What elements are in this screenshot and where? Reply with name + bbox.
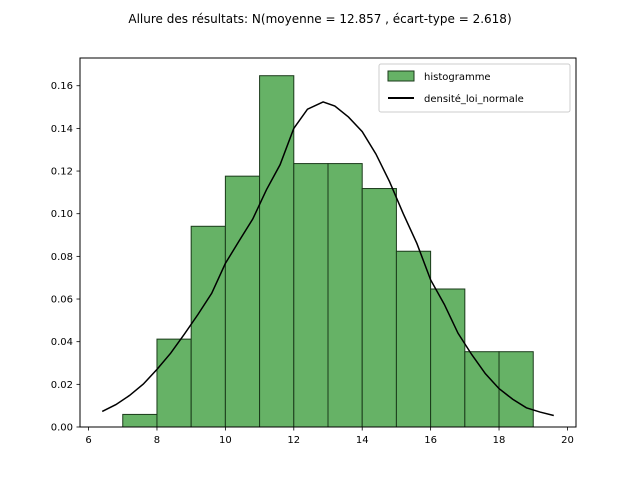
chart-title: Allure des résultats: N(moyenne = 12.857… <box>128 12 511 26</box>
y-tick-label: 0.14 <box>51 124 73 135</box>
x-tick-label: 18 <box>493 435 506 446</box>
histogram-bar-0 <box>122 413 158 428</box>
legend-label-histogram: histogramme <box>424 72 491 83</box>
legend-swatch-histogram <box>387 70 415 82</box>
density-line <box>101 101 554 417</box>
plot-frame <box>79 57 577 428</box>
x-tick-label: 10 <box>219 435 232 446</box>
histogram-bar-6 <box>327 163 363 428</box>
x-tick-label: 14 <box>356 435 369 446</box>
x-tick-label: 16 <box>424 435 437 446</box>
y-tick-label: 0.06 <box>51 295 73 306</box>
legend-box <box>378 63 571 113</box>
legend-label-density: densité_loi_normale <box>424 93 524 105</box>
y-tick-label: 0.00 <box>51 423 73 434</box>
x-tick-label: 6 <box>85 435 91 446</box>
legend: histogramme densité_loi_normale <box>378 63 571 113</box>
bars-layer <box>122 75 534 428</box>
y-axis: 0.00 0.02 0.04 0.06 0.08 0.10 0.12 0.14 0.16 <box>51 81 80 434</box>
density-layer <box>101 101 554 417</box>
histogram-bar-11 <box>498 351 534 428</box>
histogram-bar-2 <box>190 225 226 428</box>
histogram-bar-5 <box>293 163 329 428</box>
histogram-bar-4 <box>259 75 295 428</box>
y-tick-label: 0.16 <box>51 81 73 92</box>
x-tick-label: 8 <box>154 435 160 446</box>
y-tick-label: 0.02 <box>51 380 73 391</box>
histogram-bar-7 <box>361 188 397 428</box>
y-tick-label: 0.08 <box>51 252 73 263</box>
y-tick-label: 0.04 <box>51 337 73 348</box>
histogram-bar-8 <box>395 250 432 428</box>
y-tick-label: 0.12 <box>51 167 73 178</box>
x-axis: 6 8 10 12 14 16 18 20 <box>85 427 574 446</box>
x-tick-label: 20 <box>561 435 574 446</box>
x-tick-label: 12 <box>287 435 300 446</box>
y-tick-label: 0.10 <box>51 209 73 220</box>
histogram-bar-10 <box>464 351 500 428</box>
histogram-bar-1 <box>156 338 192 428</box>
histogram-bar-9 <box>430 288 466 428</box>
